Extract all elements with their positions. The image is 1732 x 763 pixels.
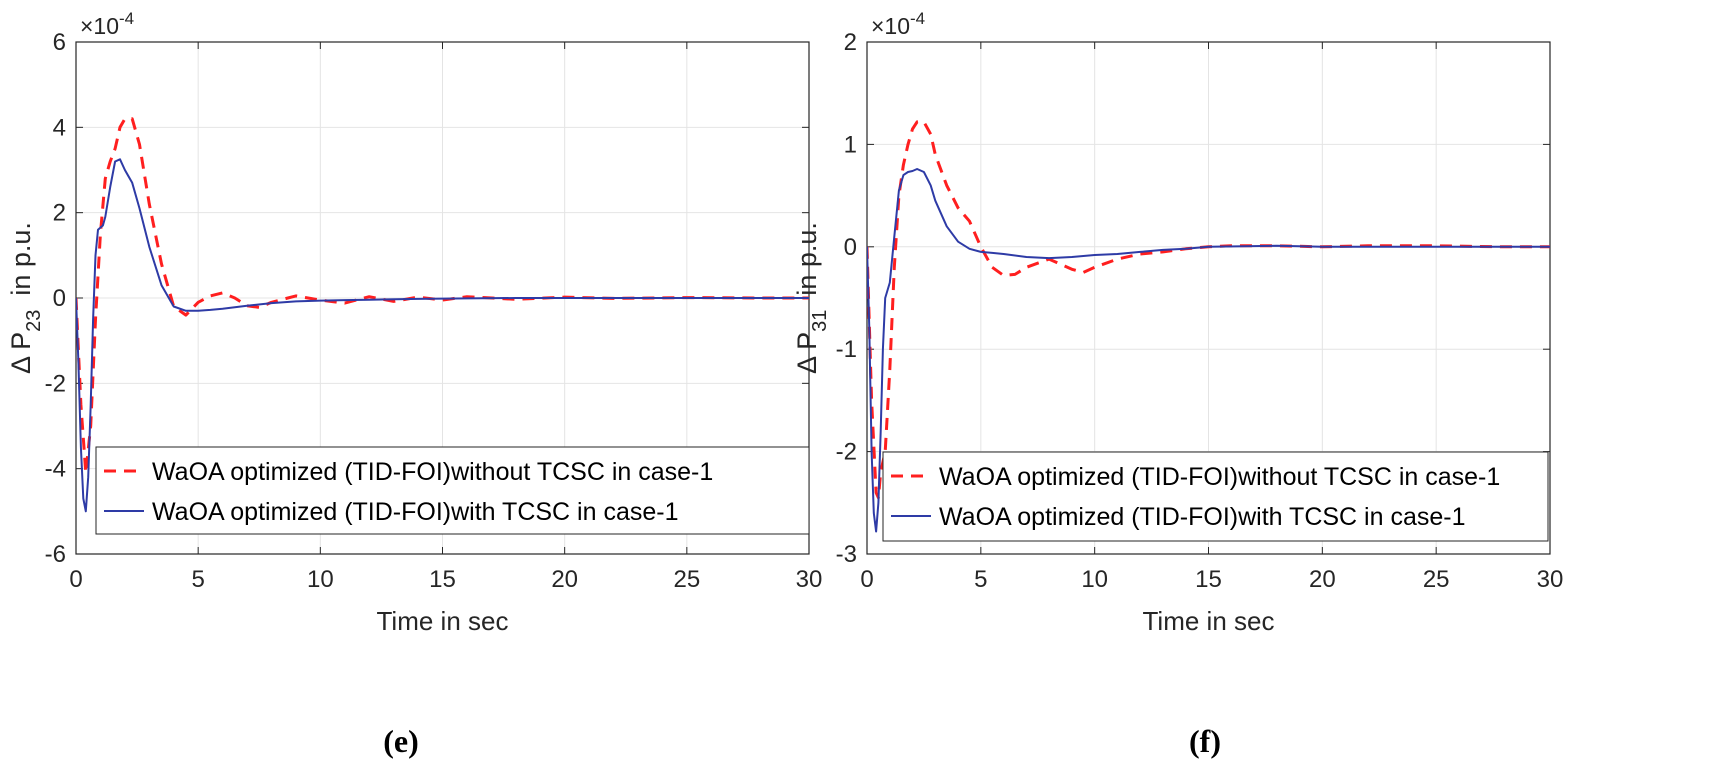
y-tick-label: 6 [53, 29, 66, 56]
x-tick-label: 5 [974, 566, 987, 593]
y-tick-label: 1 [844, 131, 857, 158]
x-tick-label: 30 [796, 566, 823, 593]
panel-label: (e) [383, 723, 419, 759]
x-tick-label: 0 [69, 566, 82, 593]
x-tick-label: 10 [307, 566, 334, 593]
y-tick-label: -3 [836, 541, 857, 568]
legend: WaOA optimized (TID-FOI)without TCSC in … [96, 447, 809, 534]
legend-label-1: WaOA optimized (TID-FOI)with TCSC in cas… [939, 503, 1466, 531]
axis-exponent-base: ×10 [871, 13, 910, 39]
y-axis-label-main: Δ P [792, 332, 822, 374]
x-tick-label: 10 [1081, 566, 1108, 593]
legend-label-0: WaOA optimized (TID-FOI)without TCSC in … [152, 458, 713, 486]
x-tick-label: 15 [1195, 566, 1222, 593]
x-tick-label: 5 [191, 566, 204, 593]
x-tick-label: 20 [1309, 566, 1336, 593]
x-tick-label: 0 [860, 566, 873, 593]
axis-exponent-power: -4 [119, 9, 134, 28]
legend-label-1: WaOA optimized (TID-FOI)with TCSC in cas… [152, 498, 679, 526]
x-tick-label: 25 [673, 566, 700, 593]
y-tick-label: -6 [45, 541, 66, 568]
axis-exponent-base: ×10 [80, 13, 119, 39]
x-tick-label: 20 [551, 566, 578, 593]
y-tick-label: -4 [45, 456, 66, 483]
y-tick-label: -2 [45, 370, 66, 397]
axis-exponent: ×10-4 [80, 9, 134, 39]
figure: 0 5 10 15 20 25 30-6-4-20246×10-4Time in secΔ … [0, 0, 1732, 763]
x-tick-label: 30 [1537, 566, 1564, 593]
x-axis-label: Time in sec [1143, 606, 1275, 636]
legend: WaOA optimized (TID-FOI)without TCSC in … [883, 452, 1548, 541]
y-axis-label-subscript: 31 [809, 310, 831, 332]
y-axis-label-main: Δ P [6, 332, 36, 374]
y-axis-label-unit: in p.u. [6, 222, 36, 296]
y-tick-label: 4 [53, 114, 66, 141]
y-tick-label: 0 [53, 285, 66, 312]
y-axis-label-subscript: 23 [23, 310, 45, 332]
y-tick-label: 0 [844, 234, 857, 261]
x-tick-label: 25 [1423, 566, 1450, 593]
y-tick-label: 2 [53, 200, 66, 227]
x-axis-label: Time in sec [377, 606, 509, 636]
y-tick-label: 2 [844, 29, 857, 56]
y-tick-label: -1 [836, 336, 857, 363]
y-axis-label-unit: in p.u. [792, 222, 822, 296]
axis-exponent-power: -4 [910, 9, 925, 28]
legend-label-0: WaOA optimized (TID-FOI)without TCSC in … [939, 463, 1500, 491]
chart-panel-1: 0 5 10 15 20 25 30 -3 -2 -1 0 1 2 ×10-4 Time in sec Δ P… [792, 9, 1563, 759]
y-axis-label: Δ P23 in p.u. [6, 222, 45, 374]
x-tick-label: 15 [429, 566, 456, 593]
axis-exponent: ×10-4 [871, 9, 925, 39]
y-tick-label: -2 [836, 439, 857, 466]
panel-label: (f) [1189, 723, 1221, 759]
